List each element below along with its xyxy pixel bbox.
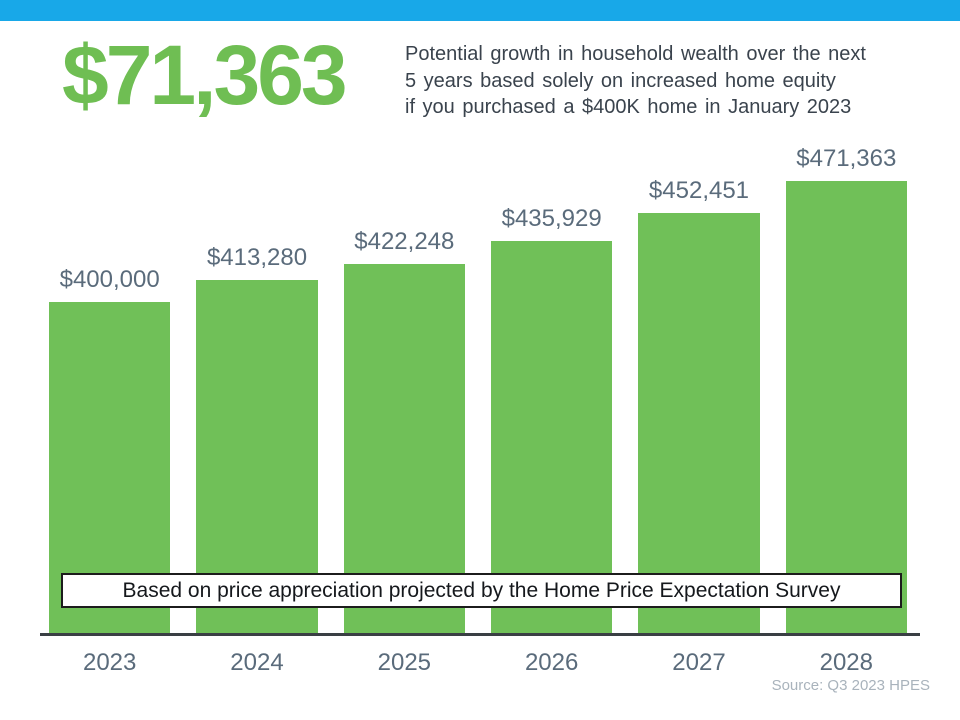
top-accent-bar [0, 0, 960, 21]
subtitle-line-2: 5 years based solely on increased home e… [405, 69, 836, 92]
bar [638, 213, 760, 633]
bar-value-label: $435,929 [501, 205, 602, 232]
x-axis-line [40, 633, 920, 636]
x-axis-labels: 2023 2024 2025 2026 2027 2028 [40, 649, 920, 677]
x-tick-label: 2028 [819, 649, 873, 676]
x-tick-label: 2025 [377, 649, 432, 676]
x-tick-label: 2023 [82, 649, 137, 676]
subtitle-line-3: if you purchased a $400K home in January… [405, 96, 852, 118]
bar-column: $422,248 [343, 228, 465, 633]
bar-value-label: $471,363 [796, 145, 897, 172]
subtitle-line-1: Potential growth in household wealth ove… [405, 43, 866, 65]
x-tick-label: 2026 [524, 649, 579, 676]
bar-value-label: $452,451 [648, 177, 750, 204]
subtitle: Potential growth in household wealth ove… [405, 41, 866, 121]
x-tick-label: 2027 [672, 649, 726, 676]
bar [490, 241, 613, 633]
bar-column: $471,363 [785, 145, 907, 633]
x-tick-label: 2024 [230, 649, 284, 676]
headline-amount: $71,363 [62, 28, 348, 122]
bar-plot: $400,000 $413,280 $422,248 $435,929 $452,451… [40, 145, 920, 633]
bar-value-label: $422,248 [354, 228, 455, 255]
source-note: Source: Q3 2023 HPES [771, 677, 930, 694]
bar-value-label: $413,280 [206, 244, 308, 271]
bar-value-label: $400,000 [59, 266, 160, 293]
banner-text: Based on price appreciation projected by… [122, 578, 841, 602]
banner-note: Based on price appreciation projected by… [61, 573, 902, 608]
bar-chart: $400,000 $413,280 $422,248 $435,929 $452,451… [40, 145, 930, 715]
bar-column: $452,451 [638, 177, 760, 633]
bar-column: $435,929 [490, 205, 613, 633]
bar [785, 181, 907, 633]
bar [343, 264, 465, 633]
